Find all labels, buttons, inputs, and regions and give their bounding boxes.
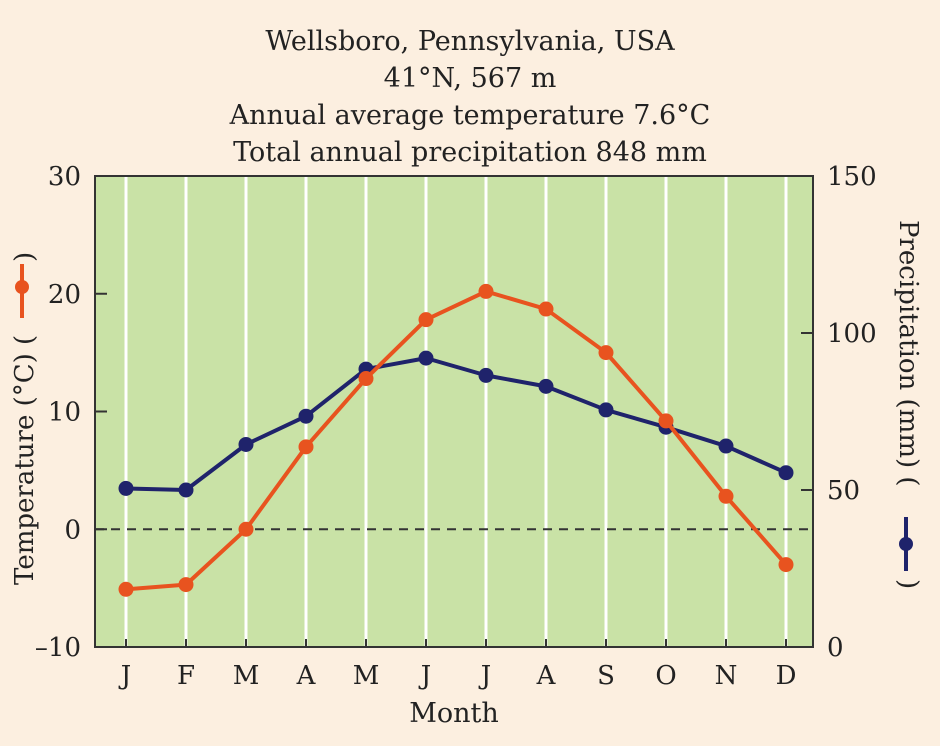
precipitation-point <box>418 350 434 366</box>
chart-title-line-4: Total annual precipitation 848 mm <box>233 137 707 168</box>
right-tick-label: 100 <box>827 319 877 349</box>
precipitation-point <box>538 378 554 394</box>
x-axis-label: Month <box>409 698 499 729</box>
x-tick-label: J <box>478 661 491 691</box>
left-axis-label: Temperature (°C) ( <box>10 335 40 585</box>
precipitation-point <box>718 438 734 454</box>
right-tick-label: 50 <box>827 476 860 506</box>
temperature-point <box>538 301 554 317</box>
x-tick-label: D <box>776 661 797 691</box>
precipitation-point <box>598 402 614 418</box>
precipitation-point <box>778 465 794 481</box>
x-tick-label: O <box>655 661 676 691</box>
right-legend-marker <box>899 537 913 551</box>
right-tick-label: 0 <box>827 633 844 663</box>
temperature-point <box>238 521 254 537</box>
x-tick-label: N <box>715 661 738 691</box>
temperature-point <box>718 488 734 504</box>
temperature-point <box>598 345 614 361</box>
temperature-point <box>478 283 494 299</box>
right-tick-label: 150 <box>827 162 877 192</box>
chart-title-line-2: 41°N, 567 m <box>383 63 557 94</box>
chart-title-line-1: Wellsboro, Pennsylvania, USA <box>265 26 675 57</box>
temperature-point <box>178 577 194 593</box>
x-tick-label: F <box>177 661 195 691</box>
x-tick-label: J <box>118 661 131 691</box>
temperature-point <box>778 557 794 573</box>
temperature-point <box>358 371 374 387</box>
right-axis-label: Precipitation (mm) ( <box>893 220 923 487</box>
temperature-point <box>658 413 674 429</box>
temperature-point <box>418 312 434 328</box>
plot-area <box>95 176 813 647</box>
left-tick-label: 20 <box>48 280 81 310</box>
x-tick-label: M <box>353 661 380 691</box>
temperature-point <box>298 439 314 455</box>
precipitation-point <box>478 367 494 383</box>
right-axis-label-close: ) <box>893 579 923 589</box>
temperature-line <box>125 289 788 592</box>
left-axis-label-close: ) <box>10 252 40 262</box>
precipitation-point <box>298 408 314 424</box>
x-tick-label: A <box>296 661 317 691</box>
chart-title-line-3: Annual average temperature 7.6°C <box>229 100 711 131</box>
temperature-point <box>118 581 134 597</box>
left-tick-label: 10 <box>48 398 81 428</box>
precipitation-point <box>238 436 254 452</box>
x-tick-label: A <box>536 661 557 691</box>
x-tick-label: M <box>233 661 260 691</box>
x-tick-label: S <box>597 661 615 691</box>
left-tick-label: 30 <box>48 162 81 192</box>
x-tick-label: J <box>418 661 431 691</box>
left-tick-label: 0 <box>64 515 81 545</box>
precipitation-point <box>118 480 134 496</box>
left-tick-label: –10 <box>35 633 81 663</box>
precipitation-point <box>178 482 194 498</box>
left-legend-marker <box>15 280 29 294</box>
